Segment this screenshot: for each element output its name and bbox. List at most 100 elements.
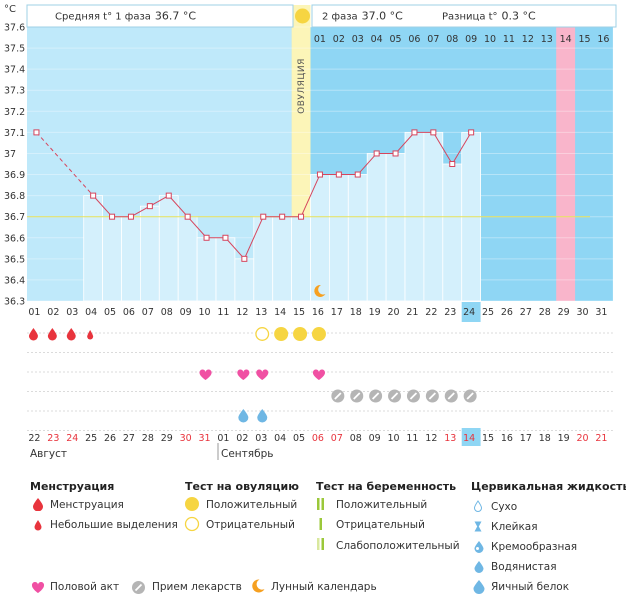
calendar-date-label: 16: [501, 433, 513, 444]
temp-point: [241, 255, 248, 262]
temp-bar: [177, 216, 198, 302]
calendar-date-label: 03: [255, 433, 267, 444]
phase2-day-label: 04: [371, 34, 383, 45]
y-tick-label: 37.2: [4, 107, 25, 118]
calendar-dates: 22 23 24 25 26 27 28 29 30 31 01 02 03 04 05 06 07 08 09 10…: [28, 428, 607, 446]
temp-bar: [442, 163, 463, 302]
calendar-date-label: 26: [104, 433, 116, 444]
calendar-date-label: 07: [331, 433, 343, 444]
phase2-day-label: 16: [597, 34, 609, 45]
intercourse-heart-icon: [237, 369, 250, 380]
calendar-date-label: 11: [406, 433, 418, 444]
y-tick-label: 36.8: [4, 191, 25, 202]
y-tick-label: 37: [4, 149, 16, 160]
calendar-date-label: 29: [161, 433, 173, 444]
temp-segment: [130, 205, 151, 218]
phase2-day-label: 12: [522, 34, 534, 45]
calendar-date-label: 13: [444, 433, 456, 444]
phase2-day-label: 09: [465, 34, 477, 45]
temp-bar: [347, 174, 368, 302]
temp-bar: [366, 153, 387, 302]
phase1-label: Средняя t° 1 фаза: [55, 12, 151, 23]
calendar-date-label: 06: [312, 433, 324, 444]
temperature-line: [33, 129, 475, 262]
temp-point: [449, 161, 456, 167]
temp-bar: [121, 216, 141, 302]
intercourse-heart-icon: [312, 369, 325, 380]
phase2-day-label: 15: [579, 34, 591, 45]
temp-point: [279, 213, 286, 220]
y-tick-label: 36.7: [4, 212, 25, 223]
phase2-day-label: 07: [427, 34, 439, 45]
calendar-date-label: 21: [595, 433, 607, 444]
diff-value: 0.3 °C: [502, 10, 536, 23]
phase2-day-label: 11: [503, 34, 515, 45]
menstruation-small-drop-icon: [34, 520, 42, 531]
calendar-date-label: 19: [558, 433, 570, 444]
calendar-date-label: 24: [66, 433, 78, 444]
medication-pill-stripe: [390, 392, 399, 400]
legend-moon-calendar: Лунный календарь: [271, 581, 377, 593]
cycle-day-label: 07: [142, 307, 154, 318]
calendar-date-label: 27: [123, 433, 135, 444]
cervical-egg-white-icon: [257, 409, 268, 423]
y-tick-label: 37.6: [4, 23, 25, 34]
calendar-date-label: 17: [520, 433, 532, 444]
spotting-drop-icon: [87, 330, 94, 340]
cycle-day-label: 13: [255, 307, 267, 318]
cycle-day-label: 27: [520, 307, 532, 318]
y-tick-label: 36.6: [4, 233, 25, 244]
phase2-day-label: 03: [352, 34, 364, 45]
cervical-watery-icon: [474, 561, 484, 573]
cycle-day-label: 12: [236, 307, 248, 318]
cycle-day-label: 10: [199, 307, 211, 318]
temp-point: [260, 213, 267, 220]
cycle-day-label: 20: [388, 307, 400, 318]
y-unit: °C: [4, 4, 16, 15]
legend-ovulation-positive: Положительный: [206, 499, 298, 511]
moon-crescent: [314, 284, 326, 297]
phase2-day-label: 10: [484, 34, 496, 45]
legend-pregnancy-negative: Отрицательный: [336, 519, 425, 531]
temp-bar: [385, 153, 406, 302]
cycle-day-label: 31: [595, 307, 607, 318]
medication-pill-stripe: [372, 392, 380, 400]
cycle-day-label: 26: [501, 307, 513, 318]
temp-point: [373, 150, 380, 157]
medication-pill-stripe: [353, 392, 361, 400]
temp-point: [430, 129, 437, 136]
menstruation-drop-icon: [28, 328, 38, 341]
temp-segment: [432, 132, 453, 165]
calendar-date-label: 28: [142, 433, 154, 444]
phase2-label: 2 фаза: [322, 12, 358, 23]
calendar-date-label: 02: [236, 433, 248, 444]
phase2-day-label: 01: [314, 34, 326, 45]
y-tick-label: 37.4: [4, 65, 25, 76]
phase2-day-labels: 01 02 03 04 05 06 07 08 09 10 11 12 13 14 15 16: [314, 34, 610, 45]
cycle-day-label: 15: [293, 307, 305, 318]
y-tick-label: 36.3: [4, 297, 25, 308]
temp-segment: [36, 132, 94, 196]
cervical-dry-icon: [473, 500, 483, 512]
temp-point: [392, 150, 399, 157]
phase2-day-label: 02: [333, 34, 345, 45]
phase2-day-label: 08: [446, 34, 458, 45]
legend-menstruation-title: Менструация: [30, 480, 115, 493]
calendar-date-label: 25: [85, 433, 97, 444]
cycle-day-label: 23: [444, 307, 456, 318]
y-tick-label: 36.4: [4, 275, 25, 286]
y-tick-label: 37.3: [4, 86, 25, 97]
legend-menstruation: Менструация: [50, 499, 124, 511]
ovulation-positive-icon: [274, 327, 289, 341]
calendar-date-label: 18: [539, 433, 551, 444]
month-august: Август: [30, 448, 67, 460]
cycle-day-label: 04: [85, 307, 97, 318]
cervical-creamy-icon: [474, 541, 484, 553]
cycle-day-label: 30: [577, 307, 589, 318]
temp-point: [203, 234, 210, 241]
ovulation-negative-icon: [255, 327, 270, 341]
temp-segment: [451, 132, 472, 165]
calendar-date-label: 14: [463, 433, 475, 444]
ovulation-positive-icon: [311, 327, 326, 341]
